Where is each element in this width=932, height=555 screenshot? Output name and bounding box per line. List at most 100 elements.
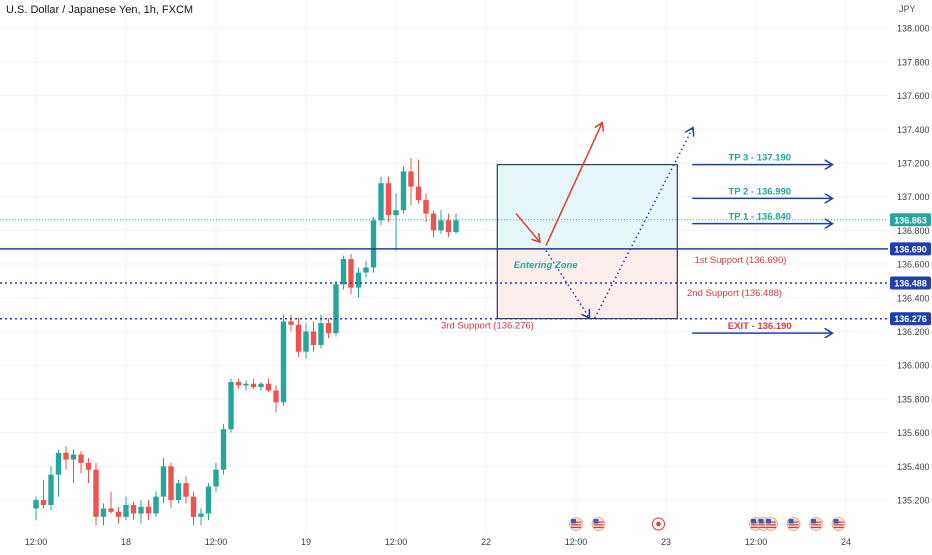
candle-up [393,210,399,216]
time-tick-label: 23 [661,537,671,547]
candle-down [408,171,414,187]
level-price-tag-bg [890,276,931,290]
level-price-tag: 136.690 [894,244,927,254]
annotations: TP 3 - 137.190 TP 2 - 136.990 TP 1 - 136.8… [441,153,792,333]
candle-down [348,259,354,288]
price-tick-label: 136.600 [897,260,930,270]
time-tick-label: 19 [301,537,311,547]
candle-up [340,259,347,285]
upper-target-box [496,164,678,250]
candle-down [235,382,242,386]
candle-down [115,511,122,517]
us-flag-icon[interactable] [786,517,801,531]
candle-down [168,466,174,500]
us-flag-icon[interactable] [809,517,823,531]
time-tick-label: 12:00 [745,537,768,547]
candle-up [48,474,54,506]
candle-down [310,331,317,345]
time-tick-label: 12:00 [205,537,228,547]
price-tick-label: 137.200 [897,159,930,169]
candle-down [445,220,452,233]
candle-up [33,500,39,509]
candle-down [145,506,152,514]
candle-down [250,383,257,388]
time-tick-label: 12:00 [565,537,588,547]
us-flag-icon[interactable] [569,517,583,531]
candle-up [333,284,339,334]
tp3-label: TP 3 - 137.190 [728,153,791,164]
candle-down [295,324,302,352]
price-tick-label: 136.400 [897,293,930,303]
support1-label: 1st Support (136.690) [695,255,787,266]
candle-up [153,496,159,514]
time-tick-label: 22 [481,537,491,547]
price-tick-label: 136.200 [897,327,930,337]
candle-up [370,220,377,268]
zone-boxes [496,164,678,320]
candle-up [175,483,182,500]
projection-arrows [515,123,833,334]
candle-down [430,213,437,231]
candle-up [400,171,407,211]
tp2-label: TP 2 - 136.990 [728,186,791,197]
price-tick-label: 135.200 [897,496,930,506]
candle-up [228,382,234,430]
tp1-label: TP 1 - 136.840 [728,212,791,223]
candle-up [205,486,212,514]
candle-down [108,508,114,512]
currency-label: JPY [899,4,916,14]
candle-up [355,272,362,288]
red-arrow-short [515,213,540,243]
candle-down [63,452,69,460]
red-arrow-long [545,123,602,246]
candle-up [258,383,264,388]
time-tick-label: 18 [121,537,131,547]
price-tick-label: 135.600 [897,428,930,438]
candle-up [198,513,204,517]
candle-down [40,500,47,506]
candle-up [318,323,324,345]
candle-down [190,496,197,517]
support2-label: 2nd Support (136.488) [687,288,782,299]
event-markers[interactable] [569,517,846,531]
support3-label: 3rd Support (136.276) [441,321,534,332]
time-tick-label: 12:00 [385,537,408,547]
candle-down [93,469,99,517]
candle-down [273,390,279,403]
candle-down [423,200,429,214]
candles [33,157,459,526]
candle-up [220,429,227,470]
candle-up [123,505,129,517]
price-tick-label: 137.400 [897,125,930,135]
candle-up [100,508,107,517]
high-impact-event-icon[interactable] [652,517,665,531]
price-tick-label: 138.000 [897,24,930,34]
price-tick-label: 136.800 [897,226,930,236]
candle-down [85,462,92,470]
price-tick-label: 135.400 [897,462,930,472]
price-axis[interactable]: 138.000 137.800 137.600 137.400 137.200 137.0… [890,24,931,506]
candle-up [213,469,219,487]
candle-up [438,220,444,231]
us-flag-icon[interactable] [831,517,846,531]
candle-up [363,267,369,273]
last-price-tag-bg [890,213,931,227]
us-flag-icon[interactable] [591,517,606,531]
time-tick-label: 24 [841,537,851,547]
time-axis[interactable]: 12:00 18 12:00 19 12:00 22 12:00 23 12:00 24 [25,537,851,547]
time-tick-label: 12:00 [25,537,48,547]
candle-down [78,454,84,463]
us-flag-icon[interactable] [764,517,778,531]
candle-down [415,186,422,201]
candle-up [378,183,384,221]
candle-down [130,505,137,514]
candle-up [138,506,144,514]
candle-up [55,452,62,475]
price-tick-label: 137.000 [897,192,930,202]
last-price-tag: 136.863 [894,215,927,225]
candle-down [265,383,272,391]
level-lines [0,219,888,320]
candle-up [70,454,77,460]
